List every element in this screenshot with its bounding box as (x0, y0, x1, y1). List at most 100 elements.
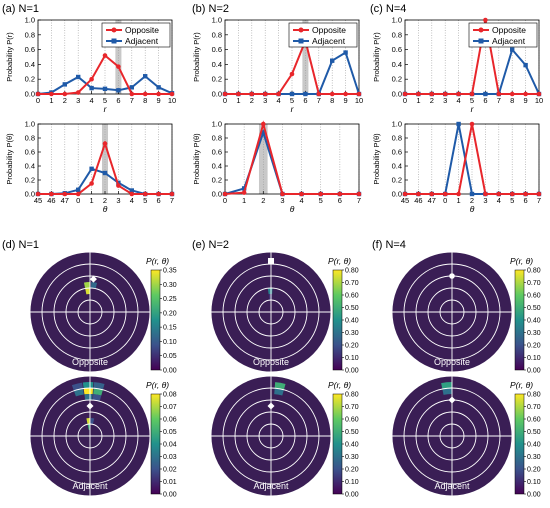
colorbar-tick-label: 0.20 (345, 467, 359, 474)
data-point (318, 191, 324, 197)
colorbar-tick-label: 0.50 (345, 305, 359, 312)
position-marker (86, 402, 94, 410)
data-point (442, 191, 448, 197)
legend-marker (478, 27, 484, 33)
x-tick-label: 6 (483, 96, 487, 105)
data-point (102, 53, 108, 58)
y-tick-label: 0.8 (212, 134, 222, 143)
y-tick-label: 1.0 (25, 16, 35, 25)
y-tick-label: 0.8 (392, 134, 402, 143)
colorbar-tick-label: 0.70 (345, 280, 359, 287)
y-tick-label: 1.0 (25, 120, 35, 129)
colorbar-tick-label: 0.50 (527, 305, 541, 312)
y-tick-label: 0.6 (392, 45, 402, 54)
colorbar-tick-label: 0.30 (527, 330, 541, 337)
x-tick-label: 5 (319, 196, 323, 205)
legend-label: Opposite (312, 25, 346, 35)
x-tick-label: 4 (130, 196, 134, 205)
x-tick-label: 47 (428, 196, 436, 205)
y-tick-label: 0.8 (25, 30, 35, 39)
legend-label: Adjacent (125, 36, 159, 46)
y-axis-label: Probability P(θ) (5, 133, 14, 185)
data-point (75, 90, 81, 95)
colorbar-tick-label: 0.07 (163, 404, 177, 411)
data-point (483, 17, 488, 23)
x-tick-label: 0 (403, 96, 407, 105)
colorbar (514, 269, 525, 371)
y-tick-label: 0.2 (212, 75, 222, 84)
panel-titles-layer: (a) N=1 (b) N=2 (c) N=4 (d) N=1 (e) N=2 … (2, 3, 406, 251)
x-axis-label: r (471, 104, 475, 114)
x-tick-label: 45 (401, 196, 409, 205)
heatmap-cell (92, 394, 102, 402)
x-tick-label: 4 (457, 96, 461, 105)
x-tick-label: 7 (170, 196, 174, 205)
colorbar-tick-label: 0.60 (527, 417, 541, 424)
x-tick-label: 8 (510, 96, 514, 105)
polar-caption: Opposite (253, 357, 289, 367)
x-tick-label: 3 (76, 96, 80, 105)
y-tick-label: 0.4 (392, 162, 402, 171)
data-point (343, 50, 348, 55)
data-point (129, 91, 135, 97)
x-tick-label: 7 (317, 96, 321, 105)
data-point (469, 191, 475, 197)
line-chart-a: 0.0 0.2 0.4 0.6 0.8 1.0 0 1 2 3 4 5 6 7 8 9 10 r Probabili… (5, 16, 176, 115)
data-point (75, 191, 81, 197)
x-tick-label: 47 (61, 196, 69, 205)
colorbar-tick-label: 0.05 (163, 429, 177, 436)
colorbar-tick-label: 0.00 (345, 368, 359, 375)
data-point (280, 191, 285, 197)
x-tick-label: 46 (414, 196, 422, 205)
data-point (442, 91, 448, 97)
x-tick-label: 3 (263, 96, 267, 105)
polar-caption: Opposite (434, 357, 470, 367)
y-tick-label: 0.4 (25, 162, 35, 171)
line-chart-c2: 0.0 0.2 0.4 0.6 0.8 1.0 45 46 47 0 1 2 3 4 5 6 7 θ Probabi… (372, 120, 542, 214)
data-point (35, 191, 41, 197)
highlight-band (115, 20, 122, 94)
polar-heatmap-d2: Adjacent 0.00 0.01 0.02 0.03 0.04 0.05 0.06 0.07… (29, 375, 177, 499)
colorbar-tick-label: 0.30 (345, 330, 359, 337)
data-point (249, 91, 255, 97)
position-marker (448, 396, 456, 404)
data-point (116, 183, 121, 188)
data-point (303, 91, 308, 97)
colorbar-tick-label: 0.00 (527, 368, 541, 375)
y-tick-label: 0.6 (392, 148, 402, 157)
x-tick-label: 6 (157, 196, 161, 205)
x-tick-label: 3 (116, 196, 120, 205)
heatmap-cell (73, 388, 84, 397)
colorbar-tick-label: 0.00 (163, 492, 177, 499)
data-point (523, 91, 528, 97)
colorbar-tick-label: 0.70 (527, 280, 541, 287)
legend-marker (478, 38, 484, 44)
data-point (289, 91, 295, 97)
line-charts-layer: 0.00.20.40.60.81.00 1 2 3 4 5 6 7 8 9 10rProbabili… (5, 16, 543, 215)
x-tick-label: 2 (63, 96, 67, 105)
y-tick-label: 0.0 (25, 90, 35, 99)
colorbar-tick-label: 0.15 (163, 325, 177, 332)
position-marker (267, 402, 275, 410)
data-point (416, 191, 421, 197)
highlight-band (302, 20, 309, 94)
data-point (241, 190, 247, 195)
data-point (456, 121, 461, 127)
y-tick-label: 1.0 (212, 120, 222, 129)
data-point (129, 85, 134, 90)
data-point (536, 191, 542, 197)
y-tick-label: 0.0 (212, 190, 222, 199)
y-tick-label: 0.2 (392, 75, 402, 84)
legend-label: Adjacent (312, 36, 346, 46)
x-tick-label: 5 (290, 96, 294, 105)
legend-marker (298, 38, 304, 44)
data-point (142, 191, 148, 197)
x-tick-label: 3 (443, 96, 447, 105)
colorbar-title: P(r, θ) (146, 380, 169, 390)
colorbar-tick-label: 0.40 (345, 318, 359, 325)
x-tick-label: 5 (510, 196, 514, 205)
y-tick-label: 1.0 (392, 120, 402, 129)
colorbar-tick-label: 0.00 (345, 492, 359, 499)
x-axis-label: r (291, 104, 295, 114)
data-point (343, 91, 348, 97)
